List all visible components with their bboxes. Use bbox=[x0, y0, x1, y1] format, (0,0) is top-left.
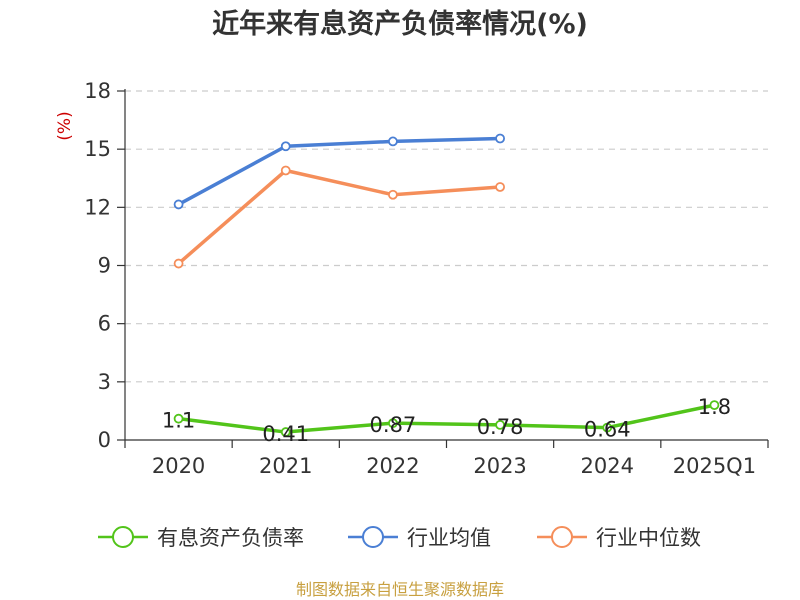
data-point bbox=[495, 182, 505, 192]
y-tick-label: 6 bbox=[98, 312, 111, 336]
data-point bbox=[280, 141, 291, 152]
y-tick-label: 12 bbox=[84, 195, 111, 219]
y-tick-label: 3 bbox=[98, 370, 111, 394]
data-point bbox=[602, 422, 613, 433]
data-point bbox=[495, 133, 505, 144]
grid bbox=[125, 90, 768, 383]
legend-entry: 有息资产负债率 bbox=[157, 526, 304, 550]
data-label: 0.41 bbox=[262, 422, 309, 446]
legend-marker-circle bbox=[112, 526, 134, 548]
data-label: 0.87 bbox=[370, 413, 417, 437]
source-note: 制图数据来自恒生聚源数据库 bbox=[296, 580, 504, 599]
data-label: 0.64 bbox=[584, 418, 631, 442]
data-point bbox=[173, 199, 184, 210]
x-tick-label: 2023 bbox=[473, 454, 526, 478]
y-axis-label: (%) bbox=[55, 111, 75, 140]
data-point bbox=[280, 165, 291, 176]
data-point bbox=[173, 258, 184, 269]
legend: 有息资产负债率 行业均值 行业中位数 bbox=[98, 526, 701, 550]
x-tick-label: 2024 bbox=[581, 454, 634, 478]
data-point bbox=[709, 400, 720, 411]
legend-marker-circle bbox=[551, 526, 573, 548]
data-point bbox=[388, 136, 398, 147]
series bbox=[173, 133, 720, 437]
x-tick-label: 2025Q1 bbox=[673, 454, 756, 478]
chart-title: 近年来有息资产负债率情况(%) bbox=[212, 8, 588, 40]
x-tick-label: 2020 bbox=[152, 454, 205, 478]
legend-marker-circle bbox=[362, 526, 384, 548]
y-tick-label: 18 bbox=[84, 79, 111, 103]
data-point bbox=[388, 418, 398, 429]
legend-entry: 行业中位数 bbox=[596, 526, 701, 550]
data-label: 1.8 bbox=[698, 395, 731, 419]
x-tick-label: 2022 bbox=[366, 454, 419, 478]
series-line bbox=[176, 403, 717, 434]
y-tick-label: 9 bbox=[98, 254, 111, 278]
data-label: 1.1 bbox=[162, 409, 195, 433]
data-point bbox=[388, 189, 398, 200]
series-line bbox=[176, 168, 502, 266]
legend-entry: 行业均值 bbox=[407, 526, 491, 550]
data-labels: 1.1 0.41 0.87 0.78 0.64 1.8 bbox=[162, 395, 731, 446]
data-label: 0.78 bbox=[477, 415, 524, 439]
data-point bbox=[495, 419, 505, 430]
series-line bbox=[176, 136, 502, 207]
x-tick-label: 2021 bbox=[259, 454, 312, 478]
axes: 0 3 6 9 12 15 18 2020 2021 2022 2023 2024 2025Q1 bbox=[84, 79, 769, 478]
y-tick-label: 15 bbox=[84, 137, 111, 161]
data-point bbox=[280, 427, 291, 437]
data-point bbox=[173, 413, 184, 424]
y-tick-label: 0 bbox=[98, 428, 111, 452]
